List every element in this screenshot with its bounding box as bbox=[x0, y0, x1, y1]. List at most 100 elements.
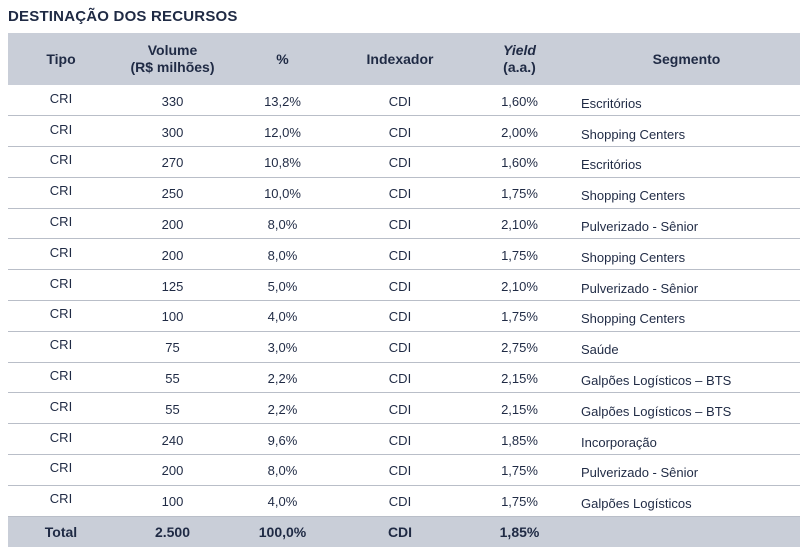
table-row: CRI 200 8,0% CDI 1,75% Pulverizado - Sênior bbox=[8, 455, 800, 486]
table-row: CRI 100 4,0% CDI 1,75% Galpões Logísticos bbox=[8, 485, 800, 517]
total-pct: 100,0% bbox=[258, 523, 307, 540]
cell-yield: 2,15% bbox=[501, 371, 538, 387]
cell-indexador: CDI bbox=[388, 186, 412, 202]
cell-volume: 75 bbox=[165, 340, 180, 356]
cell-yield: 1,75% bbox=[501, 494, 538, 510]
cell-segmento: Incorporação bbox=[581, 434, 657, 450]
cell-pct: 2,2% bbox=[267, 371, 298, 387]
cell-indexador: CDI bbox=[388, 463, 412, 479]
cell-volume: 125 bbox=[161, 278, 184, 294]
cell-segmento: Galpões Logísticos – BTS bbox=[581, 373, 732, 389]
cell-yield: 1,60% bbox=[501, 93, 538, 109]
cell-pct: 4,0% bbox=[267, 309, 298, 325]
cell-volume: 55 bbox=[165, 401, 180, 417]
cell-pct: 8,0% bbox=[267, 247, 298, 263]
cell-pct: 13,2% bbox=[264, 93, 301, 109]
table-row: CRI 330 13,2% CDI 1,60% Escritórios bbox=[8, 85, 800, 116]
total-row: Total 2.500 100,0% CDI 1,85% bbox=[8, 516, 800, 548]
cell-segmento: Escritórios bbox=[581, 95, 642, 111]
cell-yield: 1,75% bbox=[501, 463, 538, 479]
cell-indexador: CDI bbox=[388, 217, 412, 233]
header-yield-line2: (a.a.) bbox=[503, 59, 536, 75]
cell-pct: 9,6% bbox=[267, 432, 298, 448]
cell-indexador: CDI bbox=[388, 124, 412, 140]
cell-pct: 10,0% bbox=[264, 186, 301, 202]
cell-segmento: Shopping Centers bbox=[581, 188, 686, 204]
cell-segmento: Galpões Logísticos – BTS bbox=[581, 403, 732, 419]
table-body: CRI 330 13,2% CDI 1,60% Escritórios CRI 300 12,0… bbox=[8, 85, 800, 517]
cell-yield: 2,00% bbox=[501, 124, 538, 140]
cell-pct: 5,0% bbox=[267, 278, 298, 294]
cell-tipo: CRI bbox=[49, 398, 73, 414]
cell-tipo: CRI bbox=[49, 491, 73, 507]
cell-yield: 1,75% bbox=[501, 186, 538, 202]
header-yield-line1: Yield bbox=[503, 42, 536, 58]
cell-pct: 4,0% bbox=[267, 494, 298, 510]
cell-segmento: Saúde bbox=[581, 342, 619, 358]
total-yield: 1,85% bbox=[499, 523, 540, 540]
cell-tipo: CRI bbox=[49, 152, 73, 168]
cell-yield: 2,15% bbox=[501, 401, 538, 417]
cell-volume: 100 bbox=[161, 309, 184, 325]
table-row: CRI 55 2,2% CDI 2,15% Galpões Logísticos – BT… bbox=[8, 393, 800, 424]
cell-segmento: Pulverizado - Sênior bbox=[581, 280, 699, 296]
cell-pct: 8,0% bbox=[267, 217, 298, 233]
total-volume: 2.500 bbox=[154, 523, 191, 540]
table-row: CRI 125 5,0% CDI 2,10% Pulverizado - Sênior bbox=[8, 270, 800, 301]
header-volume-line1: Volume bbox=[147, 42, 198, 58]
cell-tipo: CRI bbox=[49, 244, 73, 260]
cell-indexador: CDI bbox=[388, 340, 412, 356]
cell-yield: 1,75% bbox=[501, 247, 538, 263]
cell-volume: 200 bbox=[161, 217, 184, 233]
cell-tipo: CRI bbox=[49, 368, 73, 384]
header-segmento: Segmento bbox=[652, 50, 721, 67]
header-yield: Yield (a.a.) bbox=[466, 33, 573, 85]
cell-volume: 250 bbox=[161, 186, 184, 202]
cell-indexador: CDI bbox=[388, 278, 412, 294]
cell-pct: 10,8% bbox=[264, 155, 301, 171]
cell-volume: 55 bbox=[165, 371, 180, 387]
header-tipo: Tipo bbox=[46, 50, 76, 67]
table-row: CRI 270 10,8% CDI 1,60% Escritórios bbox=[8, 147, 800, 178]
total-segmento bbox=[573, 516, 800, 547]
cell-tipo: CRI bbox=[49, 337, 73, 353]
cell-segmento: Pulverizado - Sênior bbox=[581, 465, 699, 481]
table-row: CRI 200 8,0% CDI 1,75% Shopping Centers bbox=[8, 239, 800, 270]
cell-indexador: CDI bbox=[388, 371, 412, 387]
cell-volume: 300 bbox=[161, 124, 184, 140]
cell-volume: 270 bbox=[161, 155, 184, 171]
total-indexador: CDI bbox=[387, 523, 413, 540]
cell-tipo: CRI bbox=[49, 429, 73, 445]
resources-table: Tipo Volume (R$ milhões) % Indexador Yie… bbox=[8, 33, 800, 548]
cell-tipo: CRI bbox=[49, 214, 73, 230]
cell-pct: 12,0% bbox=[264, 124, 301, 140]
table-row: CRI 100 4,0% CDI 1,75% Shopping Centers bbox=[8, 301, 800, 332]
cell-volume: 100 bbox=[161, 494, 184, 510]
table-row: CRI 240 9,6% CDI 1,85% Incorporação bbox=[8, 424, 800, 455]
page-title: DESTINAÇÃO DOS RECURSOS bbox=[8, 8, 238, 25]
header-pct: % bbox=[276, 50, 289, 67]
cell-tipo: CRI bbox=[49, 275, 73, 291]
cell-indexador: CDI bbox=[388, 155, 412, 171]
cell-segmento: Shopping Centers bbox=[581, 249, 686, 265]
table-row: CRI 75 3,0% CDI 2,75% Saúde bbox=[8, 331, 800, 363]
header-indexador: Indexador bbox=[366, 50, 434, 67]
cell-tipo: CRI bbox=[49, 121, 73, 137]
cell-indexador: CDI bbox=[388, 247, 412, 263]
cell-indexador: CDI bbox=[388, 494, 412, 510]
cell-yield: 2,10% bbox=[501, 217, 538, 233]
cell-segmento: Shopping Centers bbox=[581, 126, 686, 142]
cell-segmento: Galpões Logísticos bbox=[581, 496, 692, 512]
cell-yield: 1,85% bbox=[501, 432, 538, 448]
cell-segmento: Escritórios bbox=[581, 157, 642, 173]
cell-indexador: CDI bbox=[388, 93, 412, 109]
table-row: CRI 300 12,0% CDI 2,00% Shopping Centers bbox=[8, 116, 800, 147]
cell-pct: 8,0% bbox=[267, 463, 298, 479]
table-row: CRI 250 10,0% CDI 1,75% Shopping Centers bbox=[8, 177, 800, 209]
cell-volume: 200 bbox=[161, 463, 184, 479]
header-volume-line2: (R$ milhões) bbox=[130, 59, 215, 75]
cell-yield: 2,75% bbox=[501, 340, 538, 356]
cell-indexador: CDI bbox=[388, 401, 412, 417]
header-volume: Volume (R$ milhões) bbox=[114, 33, 231, 85]
cell-yield: 1,75% bbox=[501, 309, 538, 325]
